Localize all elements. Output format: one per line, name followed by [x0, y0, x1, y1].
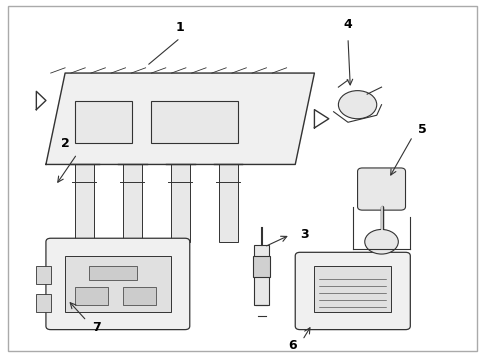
Bar: [122, 287, 156, 305]
Bar: [75, 287, 108, 305]
FancyBboxPatch shape: [46, 238, 189, 330]
Text: 4: 4: [343, 18, 352, 31]
Bar: [36, 266, 51, 284]
Bar: [254, 245, 268, 305]
Bar: [314, 266, 390, 312]
Bar: [65, 256, 170, 312]
Bar: [170, 165, 189, 242]
Text: 5: 5: [417, 123, 426, 136]
Text: 7: 7: [91, 321, 101, 335]
Bar: [253, 256, 270, 277]
Text: 3: 3: [300, 228, 308, 241]
Bar: [218, 165, 237, 242]
Bar: [75, 165, 94, 242]
FancyBboxPatch shape: [295, 252, 409, 330]
Bar: [89, 266, 137, 280]
Bar: [75, 101, 132, 144]
Bar: [122, 165, 141, 242]
Bar: [151, 101, 237, 144]
Circle shape: [364, 230, 397, 254]
Text: 6: 6: [288, 339, 297, 352]
Text: 1: 1: [175, 21, 184, 34]
Text: 2: 2: [60, 137, 69, 150]
Polygon shape: [46, 73, 314, 165]
Bar: [36, 295, 51, 312]
FancyBboxPatch shape: [357, 168, 405, 210]
Circle shape: [338, 91, 376, 119]
